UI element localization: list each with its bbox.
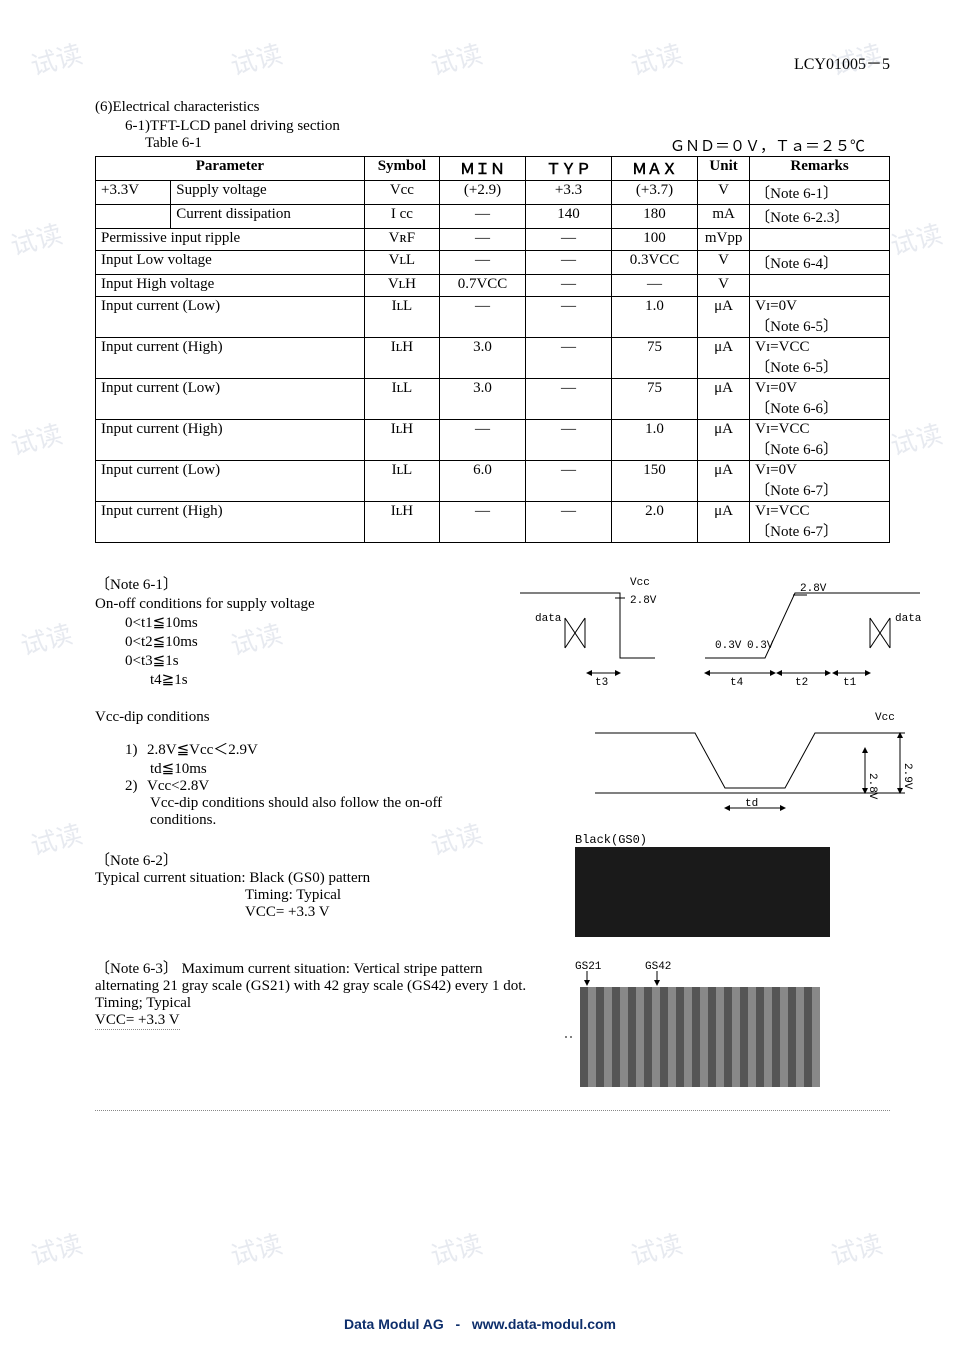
watermark: 试读	[886, 214, 946, 263]
page-header: LCY01005－5	[95, 50, 890, 74]
table-row: Input current (Low)IʟL——1.0μAVɪ=0V〔Note …	[96, 297, 890, 338]
timing-diagram: Vcc 2.8V 2.8V 0.3V 0.3V data data	[515, 573, 925, 703]
dip-1a: 2.8V≦Vcc＜2.9V	[147, 742, 258, 758]
svg-text:2.8V: 2.8V	[866, 773, 878, 800]
note-6-2: 〔Note 6-2〕 Typical current situation: Bl…	[95, 849, 495, 921]
svg-text:t3: t3	[595, 677, 608, 689]
table-row: Permissive input rippleVʀF——100mVpp	[96, 229, 890, 251]
vcc-dip-title: Vcc-dip conditions	[95, 709, 495, 726]
th-symbol: Symbol	[364, 157, 439, 181]
table-row: Input current (Low)IʟL6.0—150μAVɪ=0V〔Not…	[96, 461, 890, 502]
note-6-1-c2: 0<t2≦10ms	[125, 632, 495, 651]
watermark: 试读	[6, 414, 66, 463]
footer-brand: Data Modul AG - www.data-modul.com	[0, 1316, 960, 1332]
th-unit: Unit	[698, 157, 750, 181]
watermark: 试读	[26, 814, 86, 863]
note-6-3-title: 〔Note 6-3〕	[95, 961, 178, 977]
note-6-1-line1: On-off conditions for supply voltage	[95, 596, 495, 613]
table-row: Current dissipationI cc—140180mA〔Note 6-…	[96, 205, 890, 229]
table-row: +3.3VSupply voltageVcc(+2.9)+3.3(+3.7)V〔…	[96, 181, 890, 205]
footer-sep: -	[455, 1316, 460, 1332]
dip-2a: Vcc<2.8V	[147, 778, 209, 794]
th-max: ＭＡＸ	[612, 157, 698, 181]
stripe-pattern: GS21 GS42	[565, 957, 865, 1097]
table-label-right: ＧＮＤ＝０Ｖ，Ｔａ＝２５℃	[670, 135, 865, 156]
footer-url: www.data-modul.com	[472, 1316, 616, 1332]
black-pattern	[575, 847, 835, 942]
note-6-3-body2: Timing; Typical	[95, 995, 545, 1012]
watermark: 试读	[626, 1224, 686, 1273]
svg-text:GS21: GS21	[575, 961, 602, 973]
note-6-2-line1: Typical current situation: Black (GS0) p…	[95, 870, 495, 887]
svg-text:2.9V: 2.9V	[901, 763, 913, 790]
watermark: 试读	[226, 1224, 286, 1273]
svg-text:t2: t2	[795, 677, 808, 689]
table-row: Input High voltageVʟH0.7VCC——V	[96, 275, 890, 297]
dip-1b: td≦10ms	[150, 759, 495, 778]
watermark: 试读	[6, 214, 66, 263]
dip-diagram: Vcc 2.9V 2.8V td	[575, 708, 960, 828]
vcc-dip-block: Vcc-dip conditions 1)2.8V≦Vcc＜2.9V td≦10…	[95, 709, 495, 829]
svg-text:0.3V: 0.3V	[747, 640, 774, 652]
svg-text:Vcc: Vcc	[875, 712, 895, 724]
note-6-1-c4: t4≧1s	[150, 670, 495, 689]
note-6-1-c1: 0<t1≦10ms	[125, 613, 495, 632]
spec-table: Parameter Symbol ＭＩＮ ＴＹＰ ＭＡＸ Unit Remark…	[95, 156, 890, 543]
th-typ: ＴＹＰ	[526, 157, 612, 181]
note-6-3-body3: VCC= +3.3 V	[95, 1012, 180, 1030]
note-6-2-line3: VCC= +3.3 V	[245, 904, 495, 921]
svg-text:td: td	[745, 798, 758, 810]
table-row: Input current (High)IʟH3.0—75μAVɪ=VCC〔No…	[96, 338, 890, 379]
svg-text:2.8V: 2.8V	[800, 583, 827, 595]
table-header-row: Parameter Symbol ＭＩＮ ＴＹＰ ＭＡＸ Unit Remark…	[96, 157, 890, 181]
table-row: Input current (High)IʟH——2.0μAVɪ=VCC〔Not…	[96, 502, 890, 543]
svg-text:0.3V: 0.3V	[715, 640, 742, 652]
note-6-3: 〔Note 6-3〕 Maximum current situation: Ve…	[95, 957, 545, 1030]
subsection-title: 6-1)TFT-LCD panel driving section	[125, 118, 890, 135]
footer-company: Data Modul AG	[344, 1316, 444, 1332]
th-remarks: Remarks	[750, 157, 890, 181]
watermark: 试读	[26, 1224, 86, 1273]
svg-text:GS42: GS42	[645, 961, 671, 973]
list-num-1: 1)	[125, 742, 147, 759]
note-6-1-c3: 0<t3≦1s	[125, 651, 495, 670]
black-label: Black(GS0)	[575, 833, 960, 847]
vcc-label: Vcc	[630, 577, 650, 589]
watermark: 试读	[886, 414, 946, 463]
svg-text:data: data	[535, 613, 562, 625]
watermark: 试读	[26, 34, 86, 83]
note-6-2-title: 〔Note 6-2〕	[95, 849, 495, 870]
table-row: Input current (Low)IʟL3.0—75μAVɪ=0V〔Note…	[96, 379, 890, 420]
dip-2b: Vcc-dip conditions should also follow th…	[150, 795, 480, 829]
note-6-2-line2: Timing: Typical	[245, 887, 495, 904]
note-6-1: 〔Note 6-1〕 On-off conditions for supply …	[95, 573, 495, 689]
th-min: ＭＩＮ	[440, 157, 526, 181]
watermark: 试读	[826, 1224, 886, 1273]
note-6-1-title: 〔Note 6-1〕	[95, 573, 495, 594]
svg-text:2.8V: 2.8V	[630, 595, 657, 607]
th-parameter: Parameter	[96, 157, 365, 181]
table-row: Input Low voltageVʟL——0.3VCCV〔Note 6-4〕	[96, 251, 890, 275]
section-title: (6)Electrical characteristics	[95, 99, 890, 116]
watermark: 试读	[16, 614, 76, 663]
table-label-left: Table 6-1	[145, 135, 202, 156]
svg-text:t4: t4	[730, 677, 744, 689]
list-num-2: 2)	[125, 778, 147, 795]
svg-text:data: data	[895, 613, 922, 625]
table-row: Input current (High)IʟH——1.0μAVɪ=VCC〔Not…	[96, 420, 890, 461]
svg-text:t1: t1	[843, 677, 857, 689]
watermark: 试读	[426, 1224, 486, 1273]
